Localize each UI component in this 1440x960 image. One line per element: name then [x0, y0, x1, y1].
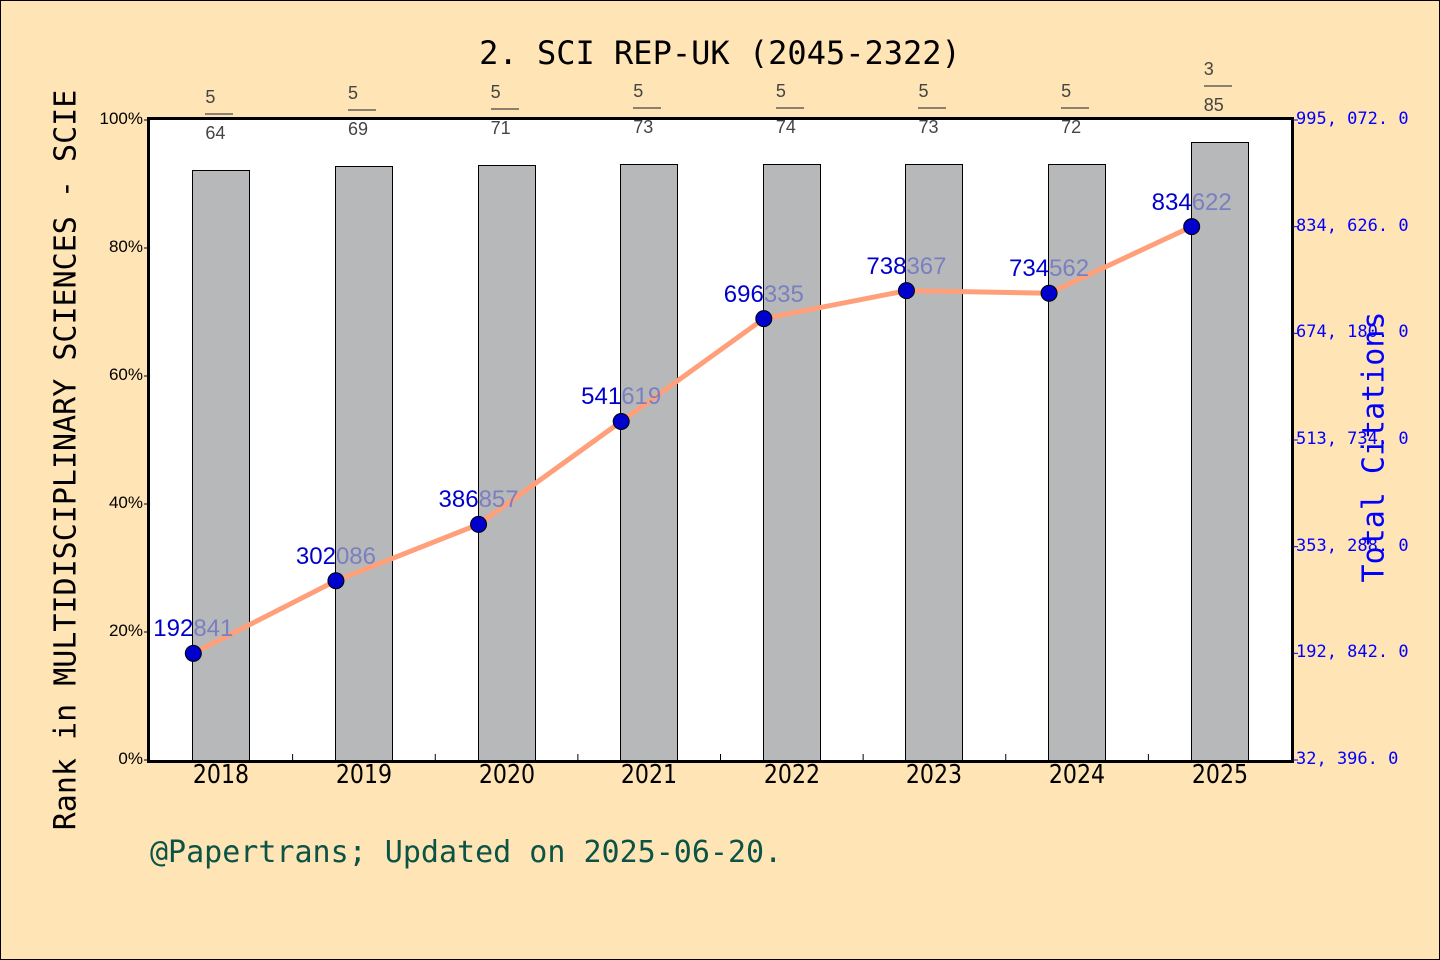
citation-label-2024: 734562: [1009, 255, 1090, 283]
footer-credit: @Papertrans; Updated on 2025-06-20.: [150, 835, 783, 870]
rank-fraction-2019: 5 69: [347, 84, 408, 138]
citation-marker-2022: [755, 310, 773, 328]
citation-marker-2020: [470, 515, 488, 533]
left-tick-label: 20%: [108, 621, 143, 640]
rank-fraction-2024: 5 72: [1061, 82, 1121, 136]
citation-label-2025: 834622: [1151, 188, 1232, 216]
rank-bar-2025: [1190, 142, 1249, 760]
left-tick-label: 80%: [108, 237, 143, 256]
citation-marker-2019: [327, 572, 345, 590]
rank-bar-2024: [1048, 164, 1107, 760]
right-tick-label: 192, 842. 0: [1296, 642, 1409, 663]
citation-marker-2018: [184, 644, 202, 662]
citation-marker-2021: [612, 412, 630, 430]
right-tick-label: 834, 626. 0: [1296, 215, 1409, 236]
citation-marker-2024: [1040, 284, 1058, 302]
rank-bar-2022: [762, 163, 821, 760]
left-tick-label: 0%: [118, 749, 143, 768]
rank-fraction-2023: 5 73: [918, 82, 978, 136]
rank-bar-2023: [905, 163, 964, 760]
rank-fraction-2020: 5 71: [490, 83, 551, 137]
citations-line: [192, 224, 1193, 656]
citation-label-2019: 302086: [295, 542, 376, 570]
citation-label-2022: 696335: [723, 280, 804, 308]
left-tick-label: 100%: [99, 109, 143, 128]
left-tick-label: 60%: [108, 365, 143, 384]
right-tick-label: 32, 396. 0: [1296, 749, 1399, 769]
right-tick-label: 674, 180. 0: [1296, 322, 1409, 343]
right-tick-label: 353, 288. 0: [1296, 535, 1409, 556]
left-tick-label: 40%: [108, 493, 143, 512]
x-tick-label-2022: 2022: [763, 760, 820, 790]
citation-marker-2025: [1183, 218, 1201, 236]
right-tick-label: 513, 734. 0: [1296, 429, 1409, 449]
x-tick-label-2024: 2024: [1048, 760, 1106, 790]
rank-fraction-2021: 5 73: [633, 82, 693, 136]
rank-bar-2019: [334, 166, 393, 760]
rank-fraction-2022: 5 74: [775, 82, 836, 136]
rank-fraction-2025: 3 85: [1203, 60, 1264, 114]
x-tick-label-2021: 2021: [621, 760, 678, 790]
rank-bar-2020: [477, 164, 536, 760]
x-tick-label-2019: 2019: [335, 760, 393, 790]
citation-label-2020: 386857: [438, 486, 519, 514]
right-tick-label: 995, 072. 0: [1296, 109, 1409, 129]
right-axis-label: Total Citations: [1356, 311, 1392, 583]
citation-label-2018: 192841: [153, 615, 234, 643]
citation-label-2023: 738367: [866, 252, 947, 280]
citation-label-2021: 541619: [581, 383, 662, 411]
chart-title: 2. SCI REP-UK (2045-2322): [479, 34, 961, 72]
left-axis-label: Rank in MULTIDISCIPLINARY SCIENCES - SCI…: [48, 89, 84, 831]
x-tick-label-2018: 2018: [193, 760, 250, 790]
rank-fraction-2018: 5 64: [205, 88, 265, 142]
citation-marker-2023: [897, 282, 915, 300]
rank-bar-2018: [192, 169, 251, 760]
x-tick-label-2020: 2020: [478, 760, 535, 790]
rank-bar-2021: [620, 163, 679, 760]
x-tick-label-2025: 2025: [1191, 760, 1248, 790]
x-tick-label-2023: 2023: [906, 760, 963, 790]
